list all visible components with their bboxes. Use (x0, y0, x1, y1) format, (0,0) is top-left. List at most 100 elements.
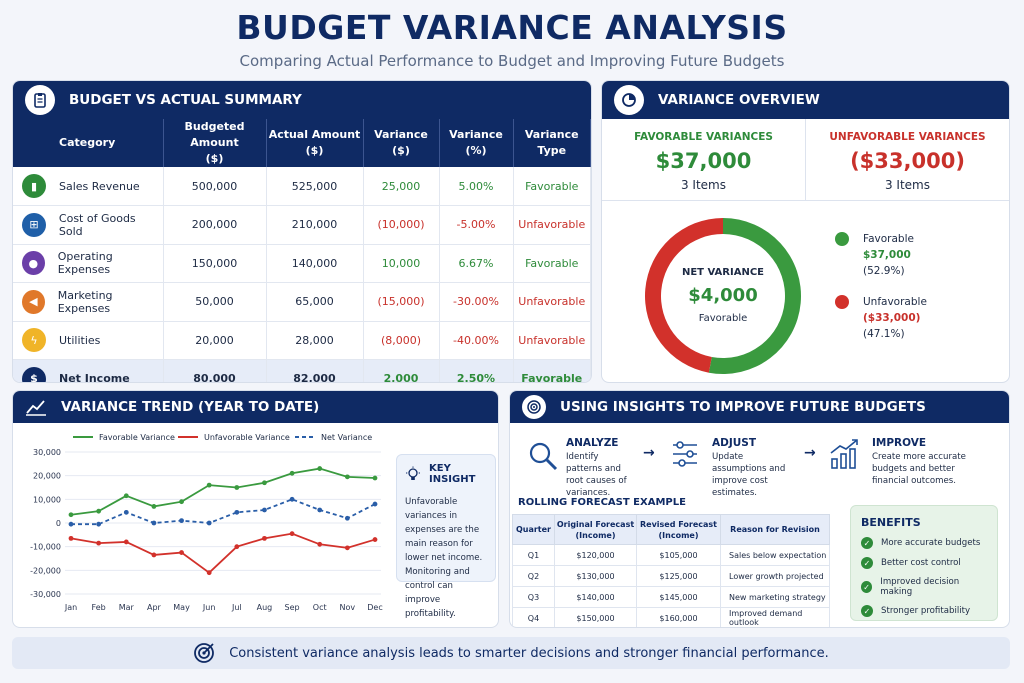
clipboard-icon (25, 85, 55, 115)
cell-budget: 50,000 (163, 282, 267, 322)
cell-budget: 150,000 (163, 244, 267, 283)
series-line-1 (70, 532, 376, 574)
data-point (151, 520, 157, 526)
cell-variance: 2,000 (363, 359, 440, 382)
arrow-right-icon: → (643, 445, 655, 461)
cell-category: ⊞ Cost of Goods Sold (13, 205, 164, 245)
forecast-col-original: Original Forecast (Income) (554, 514, 637, 545)
data-point (317, 541, 323, 547)
forecast-table: Quarter Original Forecast (Income) Revis… (512, 514, 830, 627)
donut-amount: $4,000 (688, 285, 757, 306)
forecast-quarter: Q4 (512, 607, 555, 627)
data-point (68, 521, 74, 527)
y-tick-label: 30,000 (33, 448, 61, 457)
summary-header: BUDGET VS ACTUAL SUMMARY (13, 81, 591, 119)
x-tick-label: Apr (147, 603, 162, 612)
trend-line-icon (25, 398, 47, 416)
data-point (262, 507, 267, 513)
category-label: Utilities (59, 333, 101, 347)
legend-unfavorable-name: Unfavorable (863, 296, 927, 308)
legend-unfavorable: Unfavorable ($33,000) (47.1%) (835, 294, 995, 342)
x-tick-label: Sep (285, 603, 300, 612)
data-point (206, 482, 212, 488)
step-adjust-text: Update assumptions and improve cost esti… (712, 452, 786, 498)
key-insight-text: Unfavorable variances in expenses are th… (405, 497, 483, 619)
step-adjust-title: ADJUST (712, 437, 756, 449)
footer-text: Consistent variance analysis leads to sm… (229, 645, 829, 661)
cell-variance-type: Unfavorable (513, 205, 591, 245)
summary-row: ● Operating Expenses 150,000 140,000 10,000 6… (13, 244, 591, 283)
cell-variance-pct: 2.50% (439, 359, 514, 382)
unfavorable-dot (835, 295, 849, 309)
x-tick-label: Nov (340, 603, 356, 612)
y-tick-label: 20,000 (33, 472, 61, 481)
cell-actual: 28,000 (266, 321, 364, 360)
forecast-col-revised: Revised Forecast (Income) (636, 514, 721, 545)
overview-header: VARIANCE OVERVIEW (602, 81, 1009, 119)
check-icon: ✓ (861, 605, 873, 617)
pie-chart-icon (614, 85, 644, 115)
trend-header: VARIANCE TREND (YEAR TO DATE) (13, 391, 498, 423)
benefit-item: ✓ Better cost control (861, 557, 987, 569)
forecast-header-row: Quarter Original Forecast (Income) Revis… (512, 514, 830, 545)
summary-row: ϟ Utilities 20,000 28,000 (8,000) -40.00% Unfa… (13, 321, 591, 360)
legend-unfavorable-amount: ($33,000) (863, 312, 921, 324)
benefit-label: Stronger profitability (881, 606, 971, 616)
donut-slice-unfavorable (645, 218, 723, 373)
legend-favorable: Favorable $37,000 (52.9%) (835, 231, 995, 279)
cell-variance: 25,000 (363, 167, 440, 206)
growth-chart-icon (828, 437, 862, 475)
summary-table: Category Budgeted Amount ($) Actual Amoun… (13, 119, 591, 382)
forecast-original: $140,000 (554, 586, 637, 608)
benefits-box: BENEFITS ✓ More accurate budgets ✓ Better c… (850, 505, 998, 621)
col-variance-pct: Variance (%) (439, 119, 514, 167)
money-bag-icon: $ (22, 366, 46, 382)
insights-header: USING INSIGHTS TO IMPROVE FUTURE BUDGETS (510, 391, 1009, 423)
data-point (262, 480, 267, 486)
trend-card: VARIANCE TREND (YEAR TO DATE) Favorable … (12, 390, 499, 628)
cell-category: ϟ Utilities (13, 321, 164, 360)
cell-actual: 65,000 (266, 282, 364, 322)
benefit-item: ✓ Improved decision making (861, 577, 987, 597)
col-category: Category (13, 119, 164, 167)
magnifier-icon (526, 439, 560, 477)
forecast-original: $150,000 (554, 607, 637, 627)
category-label: Marketing Expenses (57, 288, 113, 315)
benefit-label: Improved decision making (880, 577, 960, 597)
sliders-icon (670, 437, 700, 475)
data-point (372, 537, 378, 542)
benefit-item: ✓ More accurate budgets (861, 537, 987, 549)
x-tick-label: Aug (257, 603, 273, 612)
forecast-original: $120,000 (554, 544, 637, 566)
insights-card: USING INSIGHTS TO IMPROVE FUTURE BUDGETS… (509, 390, 1010, 628)
cell-variance-type: Unfavorable (513, 321, 591, 360)
key-insight-header: KEY INSIGHT (405, 463, 487, 485)
cell-variance: 10,000 (363, 244, 440, 283)
data-point (317, 466, 323, 471)
forecast-reason: Lower growth projected (720, 565, 830, 587)
forecast-reason: Sales below expectation (720, 544, 830, 566)
forecast-row: Q2 $130,000 $125,000 Lower growth projected (512, 565, 830, 587)
donut-slice-favorable (708, 218, 801, 374)
key-insight-title: KEY INSIGHT (429, 463, 476, 485)
data-point (123, 493, 129, 499)
favorable-items: 3 Items (680, 178, 727, 192)
data-point (123, 509, 129, 515)
forecast-revised: $145,000 (636, 586, 721, 608)
data-point (96, 508, 102, 514)
trend-title: VARIANCE TREND (YEAR TO DATE) (61, 399, 320, 415)
data-point (123, 539, 129, 545)
cell-variance: (10,000) (363, 205, 440, 245)
overview-legend: Favorable $37,000 (52.9%) Unfavorable ($… (835, 231, 995, 342)
benefit-item: ✓ Stronger profitability (861, 605, 987, 617)
lightning-icon: ϟ (22, 328, 46, 353)
data-point (372, 501, 378, 507)
unfavorable-label: UNFAVORABLE VARIANCES (829, 131, 986, 143)
insights-title: USING INSIGHTS TO IMPROVE FUTURE BUDGETS (560, 399, 926, 415)
x-tick-label: Oct (313, 603, 327, 612)
y-tick-label: -10,000 (30, 543, 61, 552)
benefits-title: BENEFITS (861, 516, 921, 529)
data-point (344, 515, 350, 521)
benefit-label: Better cost control (881, 558, 961, 568)
cell-category: ● Operating Expenses (13, 244, 164, 283)
